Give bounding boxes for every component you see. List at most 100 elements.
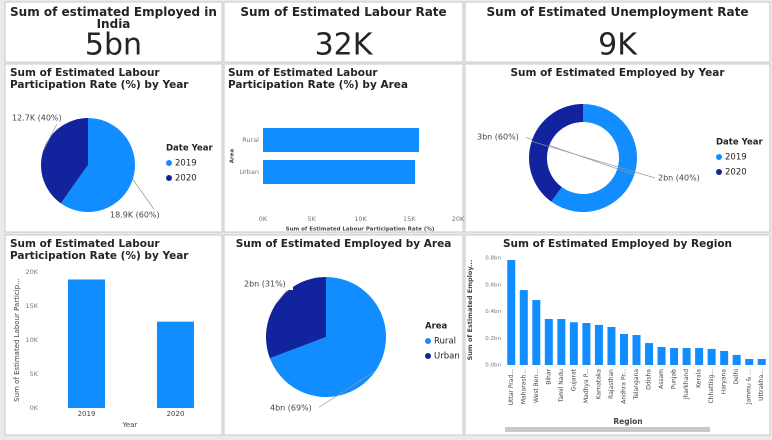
scrollbar[interactable] — [505, 427, 710, 432]
bar — [645, 343, 654, 365]
bar — [557, 318, 566, 365]
bar — [607, 327, 616, 365]
pie-slice — [60, 118, 135, 212]
bar — [707, 348, 716, 365]
chart-title: Sum of Estimated Labour Participation Ra… — [10, 67, 189, 91]
y-tick-label: 0.6bn — [485, 282, 501, 288]
panel — [223, 1, 464, 63]
x-tick-label: Kerala — [696, 369, 703, 388]
bar — [632, 335, 641, 365]
legend-label: 2019 — [175, 159, 197, 169]
data-label: 12.7K (40%) — [12, 114, 62, 123]
x-axis-label: Region — [613, 417, 642, 426]
legend-title: Area — [425, 322, 448, 332]
label-bg — [657, 172, 707, 184]
bar — [519, 290, 528, 365]
y-tick-label: 15K — [25, 302, 38, 310]
y-tick-label: Rural — [242, 136, 259, 144]
x-tick-label: Andhra Pr... — [620, 369, 627, 404]
bar — [532, 299, 541, 365]
x-tick-label: Uttrakha... — [758, 369, 765, 401]
legend-title: Date Year — [716, 138, 763, 148]
x-tick-label: Odisha — [646, 369, 653, 390]
bar — [670, 348, 679, 365]
bar — [507, 260, 516, 365]
bar — [720, 350, 729, 365]
bar — [682, 348, 691, 365]
y-tick-label: 5K — [30, 370, 39, 378]
leader-line — [531, 140, 656, 179]
bar — [732, 354, 741, 365]
legend-dot — [425, 338, 431, 344]
bar — [757, 358, 766, 365]
bar — [745, 358, 754, 365]
x-axis-label: Year — [122, 421, 138, 429]
bar — [594, 324, 603, 365]
x-tick-label: Gujarat — [570, 368, 577, 391]
y-tick-label: 0.2bn — [485, 336, 501, 342]
data-label: 3bn (60%) — [477, 133, 519, 142]
card-value: 5bn — [85, 28, 142, 63]
x-tick-label: Karnataka — [595, 369, 602, 400]
x-tick-label: Assam — [658, 369, 665, 389]
x-axis-label: Sum of Estimated Labour Participation Ra… — [286, 227, 435, 233]
x-tick-label: 15K — [403, 215, 416, 223]
chart-title: Sum of Estimated Labour Participation Ra… — [228, 67, 408, 91]
label-bg — [109, 209, 159, 221]
pie-slice — [269, 277, 386, 397]
x-tick-label: Bihar — [545, 368, 552, 384]
x-tick-label: Tamil Nadu — [558, 369, 565, 403]
panel — [464, 234, 771, 436]
x-tick-label: Delhi — [733, 369, 740, 385]
x-tick-label: Telangana — [633, 369, 640, 401]
card-title: Sum of Estimated Unemployment Rate — [486, 5, 749, 19]
pie-slice — [41, 118, 88, 204]
bar — [695, 348, 704, 365]
chart-title: Sum of Estimated Employed by Area — [235, 238, 452, 250]
data-label: 4bn (69%) — [270, 404, 312, 413]
legend-label: 2020 — [725, 168, 747, 178]
legend-dot — [166, 160, 172, 166]
chart-title: Sum of Estimated Employed by Region — [502, 238, 733, 250]
legend-label: Urban — [434, 352, 460, 362]
x-tick-label: 2020 — [167, 410, 185, 418]
legend-label: Rural — [434, 337, 456, 347]
x-tick-label: Jharkhand — [683, 369, 690, 400]
legend-dot — [716, 154, 722, 160]
bar — [582, 323, 591, 365]
y-tick-label: 10K — [25, 336, 38, 344]
chart-title: Sum of Estimated Employed by Year — [510, 67, 725, 79]
legend-title: Date Year — [166, 144, 213, 154]
x-tick-label: Uttar Prad... — [508, 369, 515, 405]
label-bg — [269, 402, 319, 414]
x-tick-label: 5K — [308, 215, 317, 223]
x-tick-label: Haryana — [721, 369, 728, 395]
y-tick-label: 0K — [30, 404, 39, 412]
bar — [157, 321, 194, 408]
y-axis-label: Sum of Estimated Labour Particip... — [13, 278, 21, 402]
panel — [4, 1, 223, 63]
y-tick-label: Urban — [239, 168, 259, 176]
bar — [68, 279, 105, 408]
bar — [619, 333, 628, 365]
panel — [464, 1, 771, 63]
legend-label: 2019 — [725, 153, 747, 163]
card-value: 32K — [315, 28, 374, 63]
bar — [263, 160, 416, 184]
legend-label: 2020 — [175, 174, 197, 184]
x-tick-label: Jammu & ... — [746, 369, 753, 405]
bar — [263, 128, 419, 152]
x-tick-label: Madhya P... — [583, 369, 590, 403]
x-tick-label: 2019 — [78, 410, 96, 418]
bar — [569, 322, 578, 365]
donut-slice — [529, 104, 583, 202]
card-title: Sum of estimated Employed in India — [10, 5, 217, 31]
y-tick-label: 0.0bn — [485, 363, 501, 369]
leader-line — [317, 370, 376, 409]
label-bg — [243, 278, 293, 290]
data-label: 2bn (40%) — [658, 174, 700, 183]
label-bg — [476, 131, 526, 143]
x-tick-label: Maharash... — [520, 369, 527, 404]
y-axis-label: Area — [230, 149, 236, 164]
